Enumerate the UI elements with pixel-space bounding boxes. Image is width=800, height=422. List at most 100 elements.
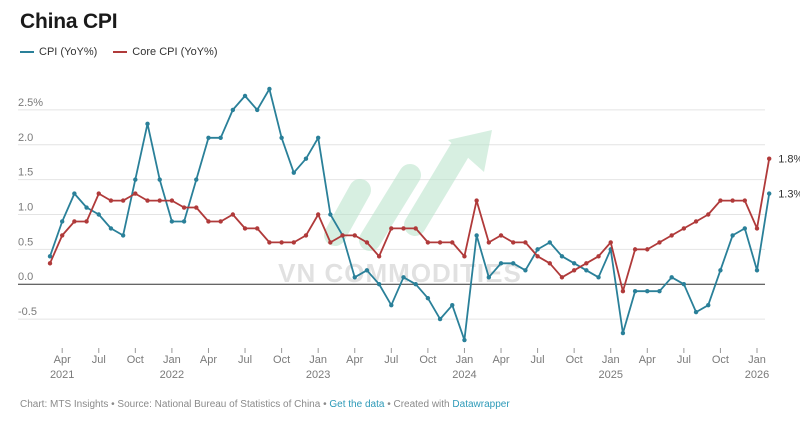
watermark-text: VN COMMODITIES (278, 258, 522, 288)
core-cpi-data-point (620, 289, 626, 294)
watermark-logo: VN COMMODITIES (278, 130, 522, 288)
cpi-data-point (59, 219, 65, 224)
cpi-data-point (766, 191, 772, 196)
y-tick-label: 1.0 (18, 202, 33, 214)
cpi-data-point (145, 121, 150, 127)
datawrapper-link[interactable]: Datawrapper (452, 399, 510, 410)
core-cpi-data-point (511, 240, 516, 245)
cpi-data-point (462, 337, 467, 343)
core-cpi-data-point (376, 254, 382, 259)
core-cpi-data-point (596, 254, 601, 259)
cpi-data-point (706, 302, 711, 308)
cpi-data-point (547, 240, 552, 245)
cpi-data-point (218, 135, 223, 140)
cpi-data-point (352, 275, 357, 280)
cpi-data-point (681, 282, 687, 287)
cpi-data-point (84, 205, 89, 210)
x-tick-label: Jan (309, 354, 327, 366)
core-cpi-data-point (401, 226, 406, 231)
x-tick-label: Jan (748, 354, 766, 366)
core-cpi-data-point (413, 226, 418, 231)
core-cpi-data-point (742, 198, 748, 203)
line-chart: 2.5% 2.0 1.5 1.0 0.5 0.0 -0.5 Apr 2021 Jul Oct Jan 2… (18, 86, 800, 381)
cpi-data-point (718, 268, 723, 273)
cpi-data-point (596, 275, 601, 280)
cpi-data-point (120, 233, 126, 238)
core-cpi-data-point (535, 254, 540, 259)
x-tick-label: Jul (92, 354, 106, 366)
core-cpi-data-point (437, 240, 443, 245)
x-tick-year-label: 2025 (598, 369, 622, 381)
y-tick-label: -0.5 (18, 306, 37, 318)
core-cpi-data-point (389, 226, 394, 231)
cpi-data-point (425, 295, 431, 301)
x-tick-label: Apr (492, 354, 509, 366)
cpi-data-point (632, 289, 638, 294)
core-cpi-data-point (754, 226, 760, 231)
cpi-data-point (571, 261, 577, 266)
core-cpi-data-point (303, 233, 309, 238)
watermark-stroke (359, 164, 421, 251)
core-cpi-data-point (96, 191, 101, 196)
cpi-data-point (206, 135, 211, 140)
core-cpi-data-point (706, 212, 711, 217)
cpi-data-point (230, 107, 236, 113)
core-cpi-data-point (181, 205, 187, 210)
cpi-data-point (157, 177, 162, 182)
cpi-data-point (657, 289, 662, 294)
cpi-data-point (303, 156, 309, 161)
core-cpi-data-point (474, 198, 479, 203)
cpi-data-point (401, 275, 406, 280)
watermark-stroke (404, 139, 471, 236)
cpi-data-point (645, 289, 650, 294)
cpi-data-point (523, 268, 528, 273)
chart-footer: Chart: MTS Insights • Source: National B… (20, 399, 510, 410)
core-cpi-data-point (632, 247, 638, 252)
core-cpi-data-point (267, 240, 272, 245)
cpi-data-point (376, 282, 382, 287)
core-cpi-data-point (291, 240, 296, 245)
x-tick-label: Oct (712, 354, 729, 366)
x-tick-label: Jul (384, 354, 398, 366)
core-cpi-data-point (72, 219, 77, 224)
core-cpi-data-point (340, 233, 345, 238)
cpi-data-point (389, 302, 394, 308)
y-tick-label: 1.5 (18, 167, 33, 179)
cpi-data-point (511, 261, 516, 266)
x-tick-label: Apr (346, 354, 363, 366)
cpi-data-point (450, 302, 455, 308)
x-tick-label: Jan (602, 354, 620, 366)
core-cpi-data-point (279, 240, 284, 245)
core-cpi-data-point (645, 247, 650, 252)
core-cpi-data-point (108, 198, 114, 203)
cpi-data-point (181, 219, 187, 224)
chart-title: China CPI (20, 10, 118, 33)
core-cpi-data-point (559, 275, 565, 280)
x-tick-year-label: 2026 (745, 369, 769, 381)
core-cpi-data-point (766, 156, 772, 161)
cpi-data-point (669, 275, 674, 280)
cpi-data-point (620, 330, 626, 336)
core-cpi-end-label: 1.8% (778, 154, 800, 166)
core-cpi-data-point (693, 219, 699, 224)
core-cpi-data-point (133, 191, 138, 196)
core-cpi-data-point (584, 261, 589, 266)
core-cpi-data-point (157, 198, 162, 203)
core-cpi-data-point (462, 254, 467, 259)
cpi-data-point (194, 177, 199, 182)
get-the-data-link[interactable]: Get the data (329, 399, 385, 410)
x-tick-label: Oct (273, 354, 290, 366)
footer-created-with: • Created with (384, 399, 453, 410)
core-cpi-data-point (657, 240, 662, 245)
cpi-data-point (279, 135, 284, 140)
cpi-data-point (413, 282, 418, 287)
core-cpi-data-point (84, 219, 89, 224)
core-cpi-data-point (242, 226, 248, 231)
x-tick-label: Jul (677, 354, 691, 366)
legend: CPI (YoY%) Core CPI (YoY%) (20, 46, 217, 58)
core-cpi-data-point (230, 212, 236, 217)
core-cpi-data-point (669, 233, 674, 238)
cpi-data-point (584, 268, 589, 273)
cpi-data-point (742, 226, 748, 231)
legend-label-cpi: CPI (YoY%) (39, 46, 98, 58)
